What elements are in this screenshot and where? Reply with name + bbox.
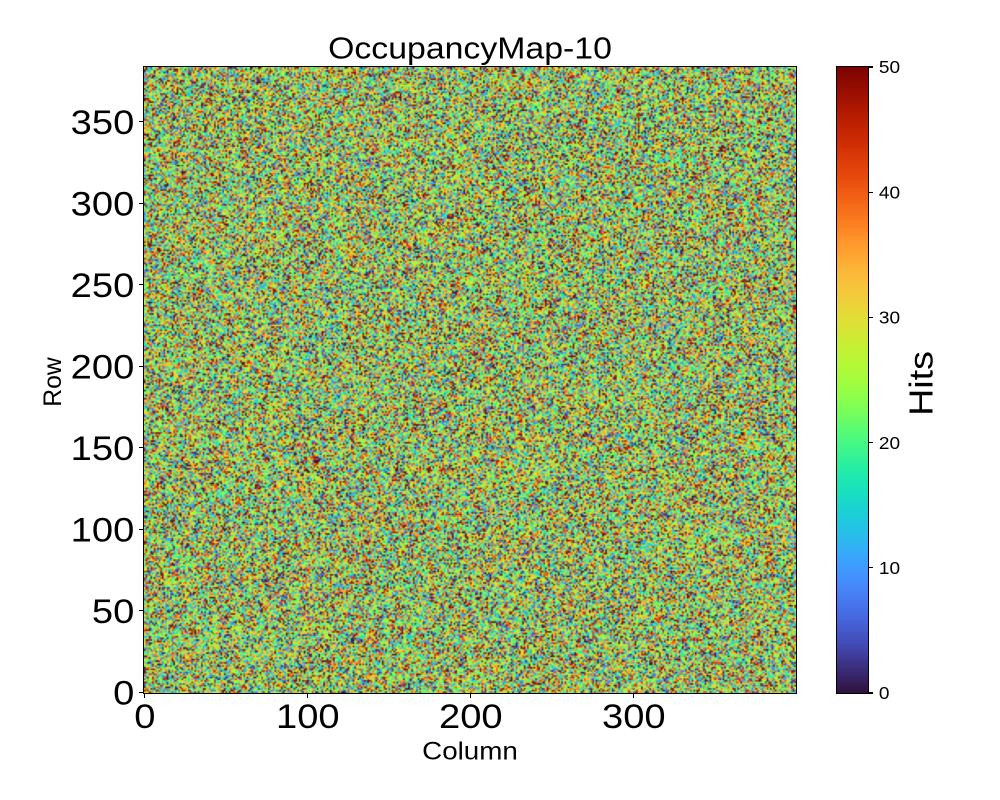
svg-text:0: 0 xyxy=(113,674,134,712)
svg-text:20: 20 xyxy=(879,434,900,453)
svg-text:50: 50 xyxy=(92,593,134,631)
svg-text:0: 0 xyxy=(134,698,155,736)
svg-text:0: 0 xyxy=(879,684,890,703)
svg-text:300: 300 xyxy=(71,185,135,223)
svg-text:150: 150 xyxy=(71,430,135,468)
svg-text:350: 350 xyxy=(71,104,135,142)
svg-text:40: 40 xyxy=(879,183,900,202)
svg-text:50: 50 xyxy=(879,58,900,77)
svg-text:OccupancyMap-10: OccupancyMap-10 xyxy=(328,32,612,66)
svg-text:Column: Column xyxy=(422,737,518,765)
svg-text:200: 200 xyxy=(71,348,135,386)
svg-text:300: 300 xyxy=(602,698,666,736)
svg-text:200: 200 xyxy=(439,698,503,736)
svg-text:250: 250 xyxy=(71,267,135,305)
svg-text:10: 10 xyxy=(879,559,900,578)
svg-text:100: 100 xyxy=(71,511,135,549)
svg-text:100: 100 xyxy=(276,698,340,736)
svg-text:Hits: Hits xyxy=(904,351,941,416)
svg-text:30: 30 xyxy=(879,309,900,328)
svg-text:Row: Row xyxy=(39,356,67,406)
